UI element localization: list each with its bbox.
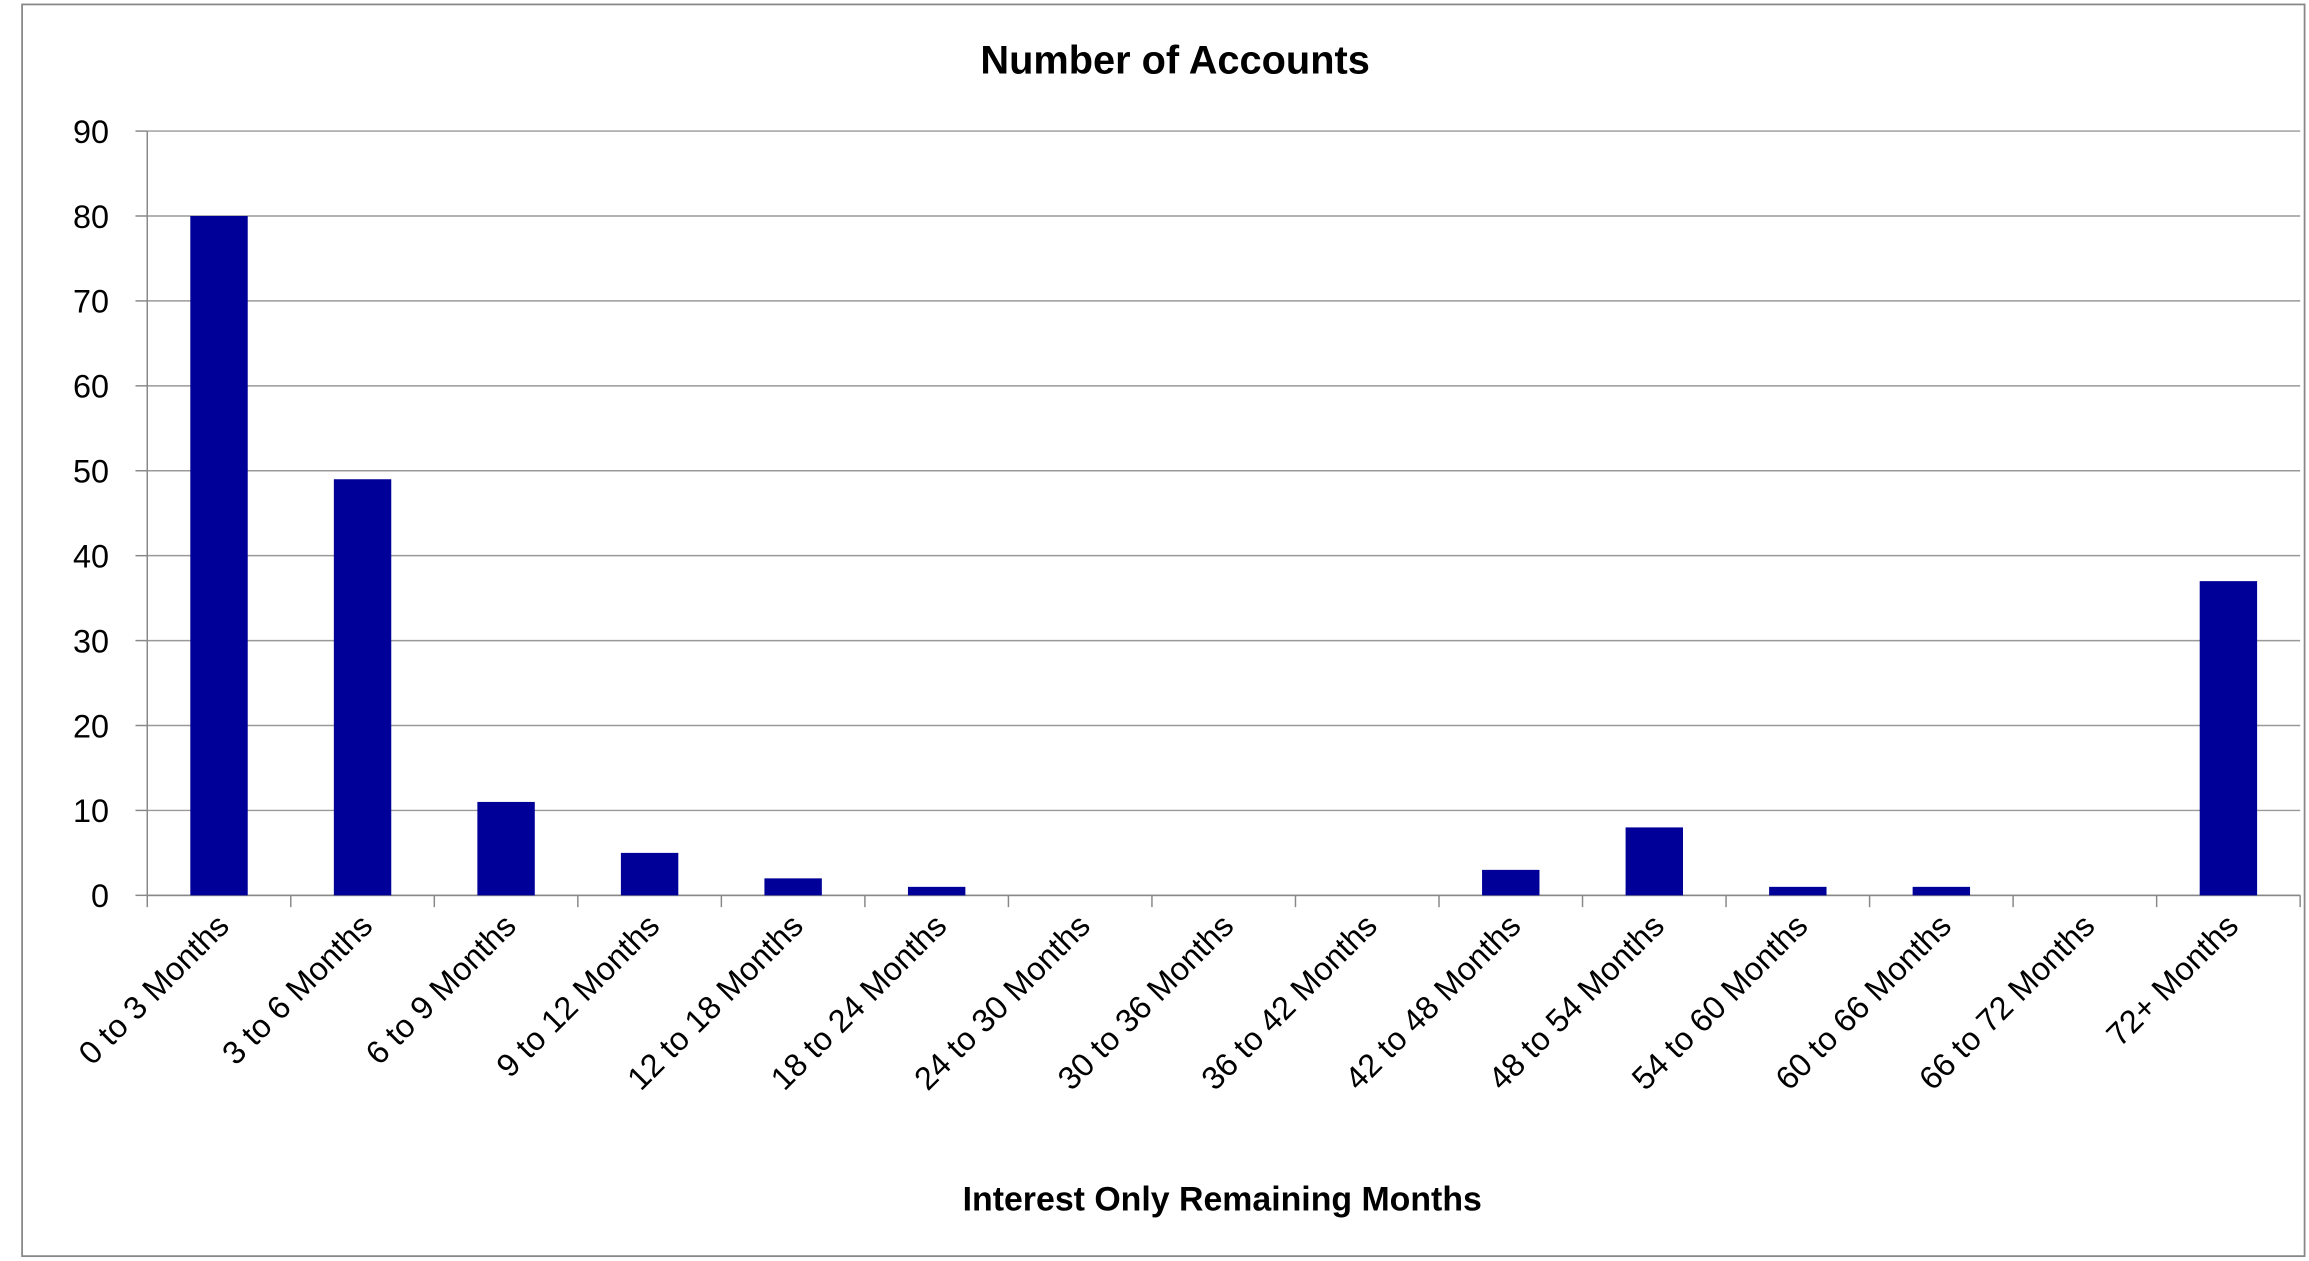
x-axis-label: Interest Only Remaining Months — [963, 1180, 1482, 1218]
y-tick-label: 40 — [73, 538, 109, 574]
y-tick-label: 70 — [73, 284, 109, 320]
chart-title: Number of Accounts — [980, 39, 1369, 83]
bar — [190, 215, 248, 896]
y-tick-label: 0 — [91, 878, 109, 914]
bar — [1482, 869, 1540, 896]
bar — [2199, 581, 2258, 896]
y-tick-label: 10 — [73, 793, 109, 829]
y-tick-label: 90 — [73, 114, 109, 150]
y-tick-label: 80 — [73, 199, 109, 235]
bar — [620, 852, 679, 896]
y-tick-label: 20 — [73, 708, 109, 744]
bar — [477, 801, 535, 896]
bar — [1769, 886, 1827, 896]
bar — [333, 479, 392, 896]
bar — [1625, 827, 1683, 896]
y-tick-label: 50 — [73, 454, 109, 490]
bar — [1912, 886, 1971, 896]
bar — [907, 886, 966, 896]
y-tick-label: 60 — [73, 369, 109, 405]
y-tick-label: 30 — [73, 623, 109, 659]
bar — [764, 878, 822, 896]
chart-border — [21, 3, 2306, 1258]
